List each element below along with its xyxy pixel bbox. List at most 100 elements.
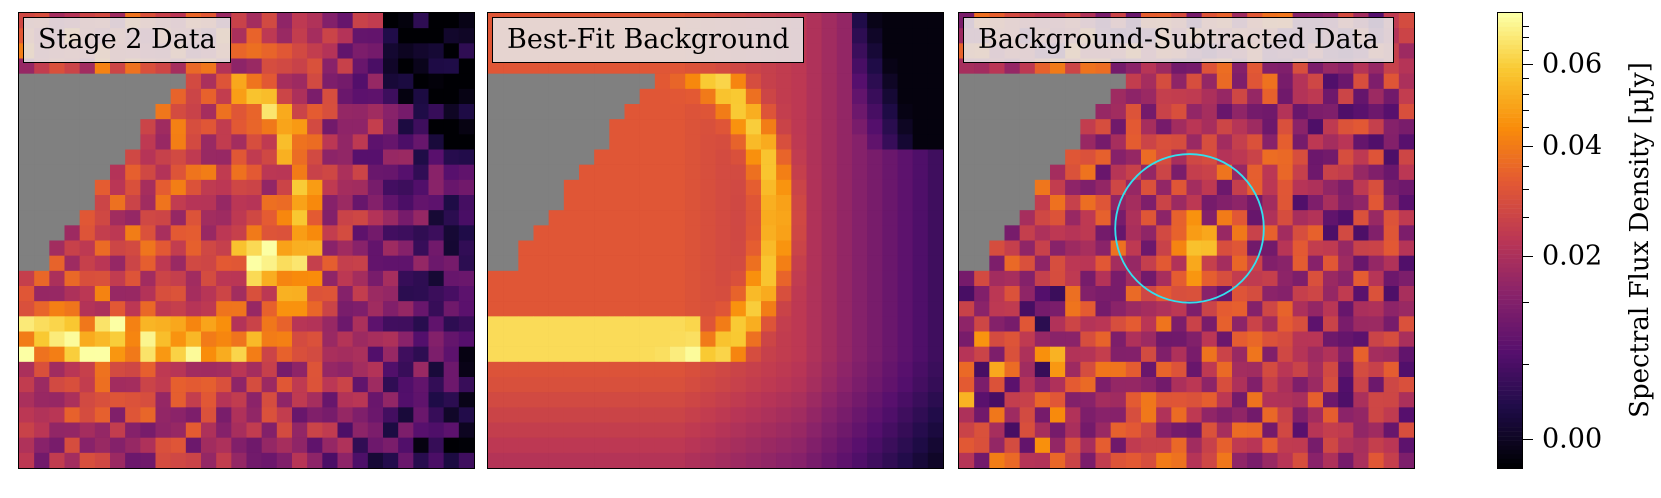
heatmap-cell xyxy=(64,104,80,120)
heatmap-cell xyxy=(594,149,610,165)
heatmap-cell xyxy=(1125,240,1142,256)
heatmap-cell xyxy=(1232,225,1248,241)
heatmap-cell xyxy=(367,240,384,256)
heatmap-cell xyxy=(246,88,262,105)
heatmap-cell xyxy=(624,255,640,272)
heatmap-cell xyxy=(836,270,853,287)
heatmap-cell xyxy=(974,255,990,272)
heatmap-cell xyxy=(1277,392,1293,408)
heatmap-cell xyxy=(398,164,414,181)
heatmap-cell xyxy=(201,346,217,363)
heatmap-cell xyxy=(413,210,429,226)
heatmap-cell xyxy=(352,28,369,44)
heatmap-cell xyxy=(700,119,716,135)
heatmap-cell xyxy=(1004,225,1020,241)
heatmap-cell xyxy=(201,422,217,438)
heatmap-cell xyxy=(639,361,656,378)
heatmap-cell xyxy=(745,119,762,135)
heatmap-cell xyxy=(1383,240,1400,256)
heatmap-cell xyxy=(867,377,883,393)
heatmap-cell xyxy=(594,134,610,150)
heatmap-cell xyxy=(34,407,50,423)
heatmap-cell xyxy=(49,437,65,454)
best-fit-background-label: Best-Fit Background xyxy=(492,17,805,63)
heatmap-cell xyxy=(1034,179,1051,196)
heatmap-cell xyxy=(700,270,716,287)
heatmap-cell xyxy=(1383,270,1400,287)
heatmap-cell xyxy=(745,361,762,378)
heatmap-cell xyxy=(1277,195,1293,211)
heatmap-cell xyxy=(1383,407,1400,423)
heatmap-cell xyxy=(730,119,747,135)
heatmap-cell xyxy=(670,104,686,120)
heatmap-cell xyxy=(292,452,308,468)
heatmap-cell xyxy=(912,73,929,90)
heatmap-cell xyxy=(1019,437,1036,454)
heatmap-cell xyxy=(882,164,898,181)
heatmap-cell xyxy=(352,195,369,211)
heatmap-cell xyxy=(745,73,762,90)
heatmap-cell xyxy=(867,225,883,241)
heatmap-cell xyxy=(1338,88,1354,105)
heatmap-cell xyxy=(959,316,975,332)
heatmap-cell xyxy=(745,301,762,317)
heatmap-cell xyxy=(1292,149,1309,165)
heatmap-cell xyxy=(1247,392,1263,408)
heatmap-cell xyxy=(1368,88,1384,105)
heatmap-cell xyxy=(1307,225,1324,241)
heatmap-cell xyxy=(1004,104,1020,120)
heatmap-cell xyxy=(533,134,549,150)
heatmap-cell xyxy=(1232,407,1248,423)
colorbar-tick-label-0-02: 0.02 xyxy=(1542,240,1603,272)
heatmap-cell xyxy=(1050,134,1066,150)
heatmap-cell xyxy=(670,437,686,454)
heatmap-cell xyxy=(1338,119,1354,135)
heatmap-cell xyxy=(594,73,610,90)
heatmap-cell xyxy=(307,58,323,74)
heatmap-cell xyxy=(1186,301,1202,317)
heatmap-cell xyxy=(49,316,65,332)
heatmap-cell xyxy=(1125,210,1142,226)
heatmap-cell xyxy=(821,88,838,105)
heatmap-cell xyxy=(398,377,414,393)
heatmap-cell xyxy=(791,437,807,454)
heatmap-cell xyxy=(367,13,384,29)
heatmap-cell xyxy=(125,104,141,120)
heatmap-cell xyxy=(140,346,156,363)
heatmap-cell xyxy=(806,452,822,468)
heatmap-cell xyxy=(443,392,460,408)
heatmap-cell xyxy=(19,452,35,468)
heatmap-cell xyxy=(19,225,35,241)
heatmap-cell xyxy=(398,286,414,302)
heatmap-cell xyxy=(276,392,293,408)
heatmap-cell xyxy=(897,134,913,150)
heatmap-cell xyxy=(882,377,898,393)
heatmap-cell xyxy=(110,73,126,90)
heatmap-cell xyxy=(337,377,353,393)
heatmap-cell xyxy=(383,134,399,150)
heatmap-cell xyxy=(19,301,35,317)
heatmap-cell xyxy=(1201,225,1218,241)
heatmap-cell xyxy=(398,270,414,287)
heatmap-cell xyxy=(1368,73,1384,90)
heatmap-cell xyxy=(821,361,838,378)
heatmap-cell xyxy=(563,377,580,393)
heatmap-cell xyxy=(670,452,686,468)
heatmap-cell xyxy=(488,73,504,90)
heatmap-cell xyxy=(654,346,671,363)
heatmap-cell xyxy=(261,104,278,120)
heatmap-cell xyxy=(639,164,656,181)
heatmap-cell xyxy=(125,134,141,150)
heatmap-cell xyxy=(927,331,943,347)
heatmap-cell xyxy=(34,195,50,211)
heatmap-cell xyxy=(1156,301,1172,317)
heatmap-cell xyxy=(700,377,716,393)
heatmap-cell xyxy=(337,422,353,438)
heatmap-cell xyxy=(79,225,96,241)
heatmap-cell xyxy=(367,119,384,135)
heatmap-cell xyxy=(609,346,625,363)
heatmap-cell xyxy=(518,88,534,105)
heatmap-cell xyxy=(1004,361,1020,378)
heatmap-cell xyxy=(261,346,278,363)
heatmap-cell xyxy=(185,286,202,302)
